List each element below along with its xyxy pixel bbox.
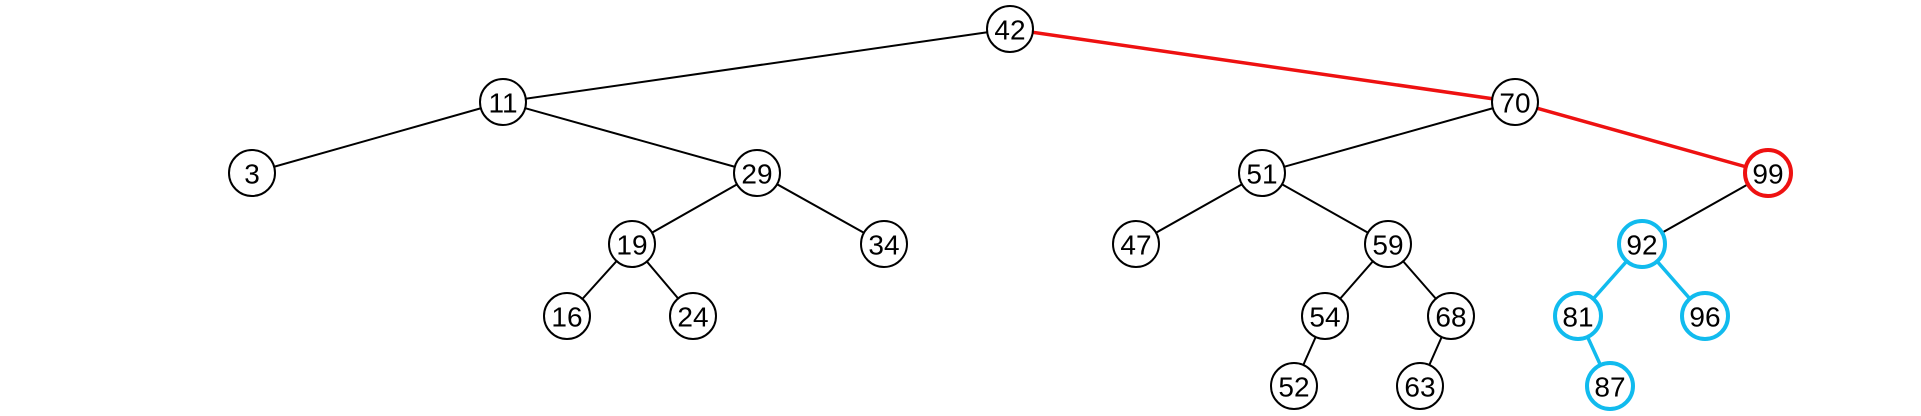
tree-edge-70-51 <box>1261 101 1516 174</box>
tree-node-circle <box>1112 220 1160 268</box>
tree-node-circle <box>1301 292 1349 340</box>
tree-edges <box>251 27 1770 388</box>
tree-node-42: 42 <box>986 5 1034 53</box>
tree-edge-11-29 <box>502 101 758 174</box>
tree-node-label: 70 <box>1499 88 1530 119</box>
tree-node-circle <box>1680 291 1730 341</box>
tree-node-92: 92 <box>1617 219 1667 269</box>
tree-node-label: 68 <box>1435 302 1466 333</box>
tree-node-51: 51 <box>1238 149 1286 197</box>
tree-node-19: 19 <box>608 220 656 268</box>
tree-edge-42-11 <box>502 28 1011 103</box>
tree-node-68: 68 <box>1427 292 1475 340</box>
tree-node-3: 3 <box>228 149 276 197</box>
tree-node-81: 81 <box>1553 291 1603 341</box>
tree-edge-42-70 <box>1008 27 1517 104</box>
tree-node-29: 29 <box>733 149 781 197</box>
tree-node-52: 52 <box>1270 362 1318 410</box>
tree-node-circle <box>608 220 656 268</box>
tree-edge-11-3 <box>251 101 504 174</box>
tree-node-label: 51 <box>1246 159 1277 190</box>
tree-node-label: 96 <box>1689 302 1720 333</box>
tree-node-circle <box>669 292 717 340</box>
tree-edge-51-47 <box>1135 172 1263 245</box>
tree-edge-29-34 <box>756 172 885 245</box>
tree-node-label: 92 <box>1626 230 1657 261</box>
tree-node-label: 59 <box>1372 230 1403 261</box>
tree-node-label: 81 <box>1562 302 1593 333</box>
tree-node-11: 11 <box>479 78 527 126</box>
tree-node-16: 16 <box>543 292 591 340</box>
tree-node-label: 11 <box>488 88 517 119</box>
tree-node-70: 70 <box>1491 78 1539 126</box>
tree-node-label: 42 <box>994 15 1025 46</box>
tree-node-63: 63 <box>1396 362 1444 410</box>
tree-nodes: 42 11 70 3 29 51 99 19 34 47 59 92 16 24 54 68 81 96 52 63 8… <box>228 5 1793 411</box>
tree-node-label: 99 <box>1752 159 1783 190</box>
tree-node-label: 34 <box>868 230 899 261</box>
tree-node-circle <box>1364 220 1412 268</box>
tree-node-circle <box>1396 362 1444 410</box>
tree-node-label: 16 <box>551 302 582 333</box>
tree-node-circle <box>228 149 276 197</box>
tree-node-circle <box>1617 219 1667 269</box>
tree-node-59: 59 <box>1364 220 1412 268</box>
tree-node-circle <box>1585 361 1635 411</box>
tree-node-99: 99 <box>1743 148 1793 198</box>
tree-node-circle <box>479 78 527 126</box>
tree-node-circle <box>1553 291 1603 341</box>
tree-node-label: 54 <box>1309 302 1340 333</box>
tree-node-label: 3 <box>244 159 260 190</box>
tree-node-label: 47 <box>1120 230 1151 261</box>
tree-node-label: 63 <box>1404 372 1435 403</box>
tree-edge-51-59 <box>1261 172 1389 245</box>
tree-node-label: 24 <box>677 302 708 333</box>
tree-node-circle <box>986 5 1034 53</box>
tree-node-label: 52 <box>1278 372 1309 403</box>
tree-node-24: 24 <box>669 292 717 340</box>
tree-node-circle <box>1270 362 1318 410</box>
tree-node-circle <box>733 149 781 197</box>
tree-node-87: 87 <box>1585 361 1635 411</box>
tree-node-54: 54 <box>1301 292 1349 340</box>
tree-node-circle <box>1743 148 1793 198</box>
tree-node-circle <box>543 292 591 340</box>
tree-node-34: 34 <box>860 220 908 268</box>
tree-node-circle <box>860 220 908 268</box>
tree-node-circle <box>1238 149 1286 197</box>
tree-node-label: 29 <box>741 159 772 190</box>
tree-edge-70-99 <box>1513 100 1770 175</box>
tree-node-circle <box>1491 78 1539 126</box>
tree-node-47: 47 <box>1112 220 1160 268</box>
tree-node-circle <box>1427 292 1475 340</box>
tree-node-label: 87 <box>1594 372 1625 403</box>
tree-node-label: 19 <box>616 230 647 261</box>
tree-node-96: 96 <box>1680 291 1730 341</box>
